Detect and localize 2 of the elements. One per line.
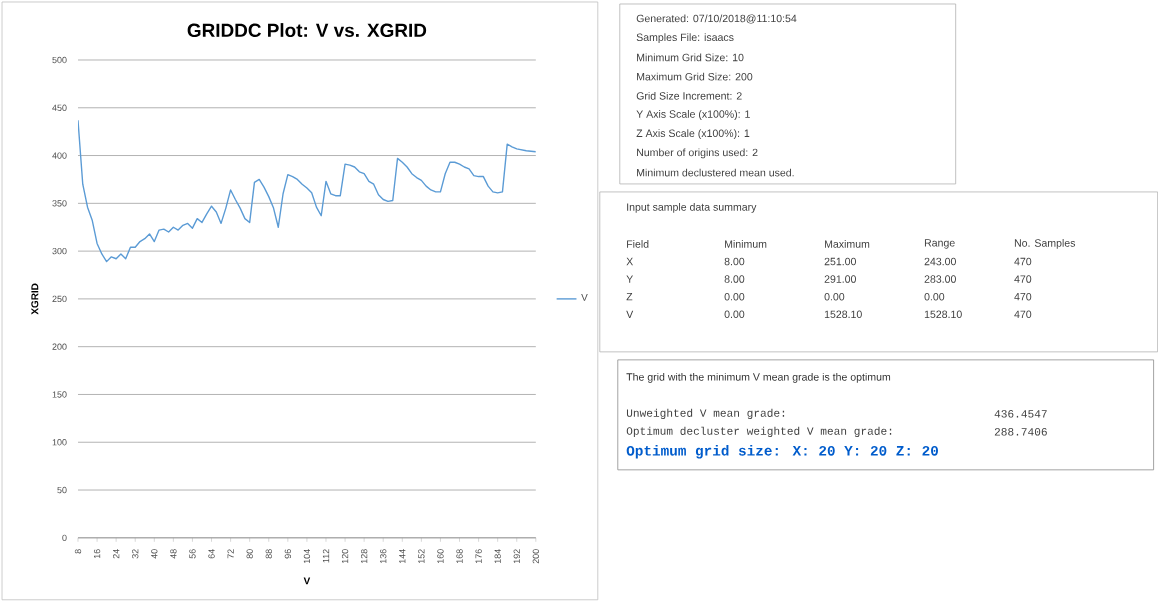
chart-title: GRIDDC Plot: V vs. XGRID (187, 23, 427, 38)
line-series (77, 119, 536, 263)
